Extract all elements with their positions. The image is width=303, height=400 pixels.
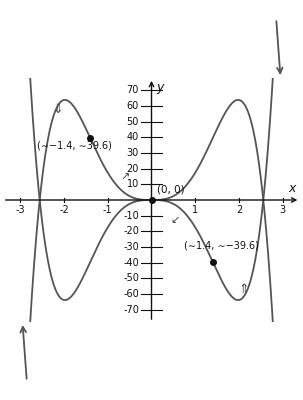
Text: -30: -30 [123, 242, 139, 252]
Text: -2: -2 [59, 205, 69, 215]
Text: x: x [288, 182, 296, 195]
Text: -50: -50 [123, 273, 139, 283]
Text: 10: 10 [127, 179, 139, 189]
Text: -60: -60 [123, 289, 139, 299]
Text: -10: -10 [123, 211, 139, 221]
Text: 20: 20 [127, 164, 139, 174]
Text: 3: 3 [280, 205, 286, 215]
Text: (0, 0): (0, 0) [157, 184, 184, 194]
Text: 1: 1 [192, 205, 198, 215]
Text: 70: 70 [127, 86, 139, 96]
Text: -40: -40 [123, 258, 139, 268]
Text: y: y [156, 81, 163, 94]
Text: (∼1.4, ∼−39.6): (∼1.4, ∼−39.6) [184, 240, 259, 250]
Text: 30: 30 [127, 148, 139, 158]
Text: 2: 2 [236, 205, 242, 215]
Text: 50: 50 [127, 117, 139, 127]
Text: -1: -1 [103, 205, 113, 215]
Text: -20: -20 [123, 226, 139, 236]
Text: 40: 40 [127, 132, 139, 142]
Text: ↗: ↗ [121, 173, 130, 183]
Text: 60: 60 [127, 101, 139, 111]
Text: ↙: ↙ [171, 215, 180, 225]
Text: ⇓: ⇓ [52, 103, 63, 116]
Text: ⇑: ⇑ [238, 283, 248, 296]
Text: -70: -70 [123, 304, 139, 314]
Text: -3: -3 [15, 205, 25, 215]
Text: (∼−1.4, ∼39.6): (∼−1.4, ∼39.6) [37, 140, 112, 150]
